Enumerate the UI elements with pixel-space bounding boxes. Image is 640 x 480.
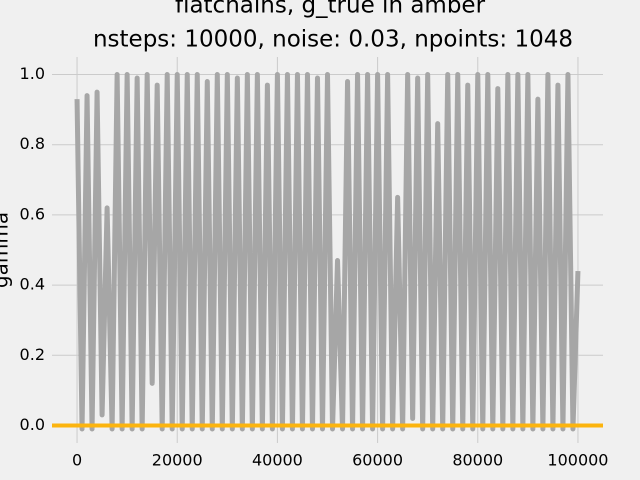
chart-subtitle: nsteps: 10000, noise: 0.03, npoints: 104… — [93, 27, 573, 53]
y-tick-label: 0.0 — [20, 415, 45, 434]
x-tick-label: 20000 — [152, 451, 203, 470]
plot-area — [52, 72, 603, 432]
series-line — [74, 72, 581, 432]
x-axis-label: step number — [266, 477, 394, 480]
x-tick-label: 40000 — [252, 451, 303, 470]
y-axis-label: gamma — [0, 212, 13, 288]
x-tick-label: 60000 — [352, 451, 403, 470]
x-tick-label: 0 — [72, 451, 82, 470]
y-tick-label: 0.2 — [20, 345, 45, 364]
y-tick-label: 1.0 — [20, 64, 45, 83]
x-tick-label: 80000 — [452, 451, 503, 470]
y-tick-label: 0.8 — [20, 134, 45, 153]
chart-title: flatchains, g_true in amber — [175, 0, 486, 19]
x-tick-label: 100000 — [547, 451, 608, 470]
y-tick-label: 0.6 — [20, 204, 45, 223]
y-tick-label: 0.4 — [20, 275, 45, 294]
